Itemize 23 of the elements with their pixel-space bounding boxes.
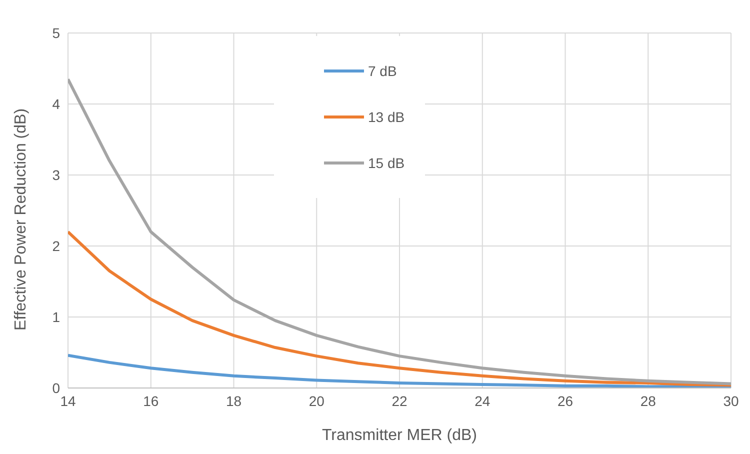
- y-tick-label: 0: [52, 380, 60, 396]
- legend-label: 13 dB: [368, 109, 405, 125]
- x-tick-label: 26: [557, 392, 574, 409]
- line-series: [68, 78, 731, 386]
- x-tick-label: 30: [723, 392, 739, 409]
- x-axis-title: Transmitter MER (dB): [322, 427, 477, 444]
- legend-label: 7 dB: [368, 63, 397, 79]
- x-tick-label: 22: [392, 392, 408, 409]
- line-series: [68, 230, 731, 387]
- x-tick-label: 14: [60, 392, 76, 409]
- x-tick-label: 28: [640, 392, 656, 409]
- y-axis-title: Effective Power Reduction (dB): [12, 108, 30, 330]
- y-tick-label: 4: [52, 96, 60, 112]
- y-tick-label: 2: [52, 238, 60, 254]
- legend-label: 15 dB: [368, 155, 405, 171]
- line-series: [68, 354, 731, 388]
- y-tick-label: 1: [52, 308, 60, 325]
- y-tick-label: 5: [52, 24, 60, 41]
- x-tick-label: 18: [226, 392, 242, 409]
- x-tick-label: 20: [308, 392, 325, 409]
- x-tick-label: 16: [143, 392, 159, 409]
- x-tick-label: 24: [474, 392, 490, 409]
- y-tick-label: 3: [52, 166, 60, 183]
